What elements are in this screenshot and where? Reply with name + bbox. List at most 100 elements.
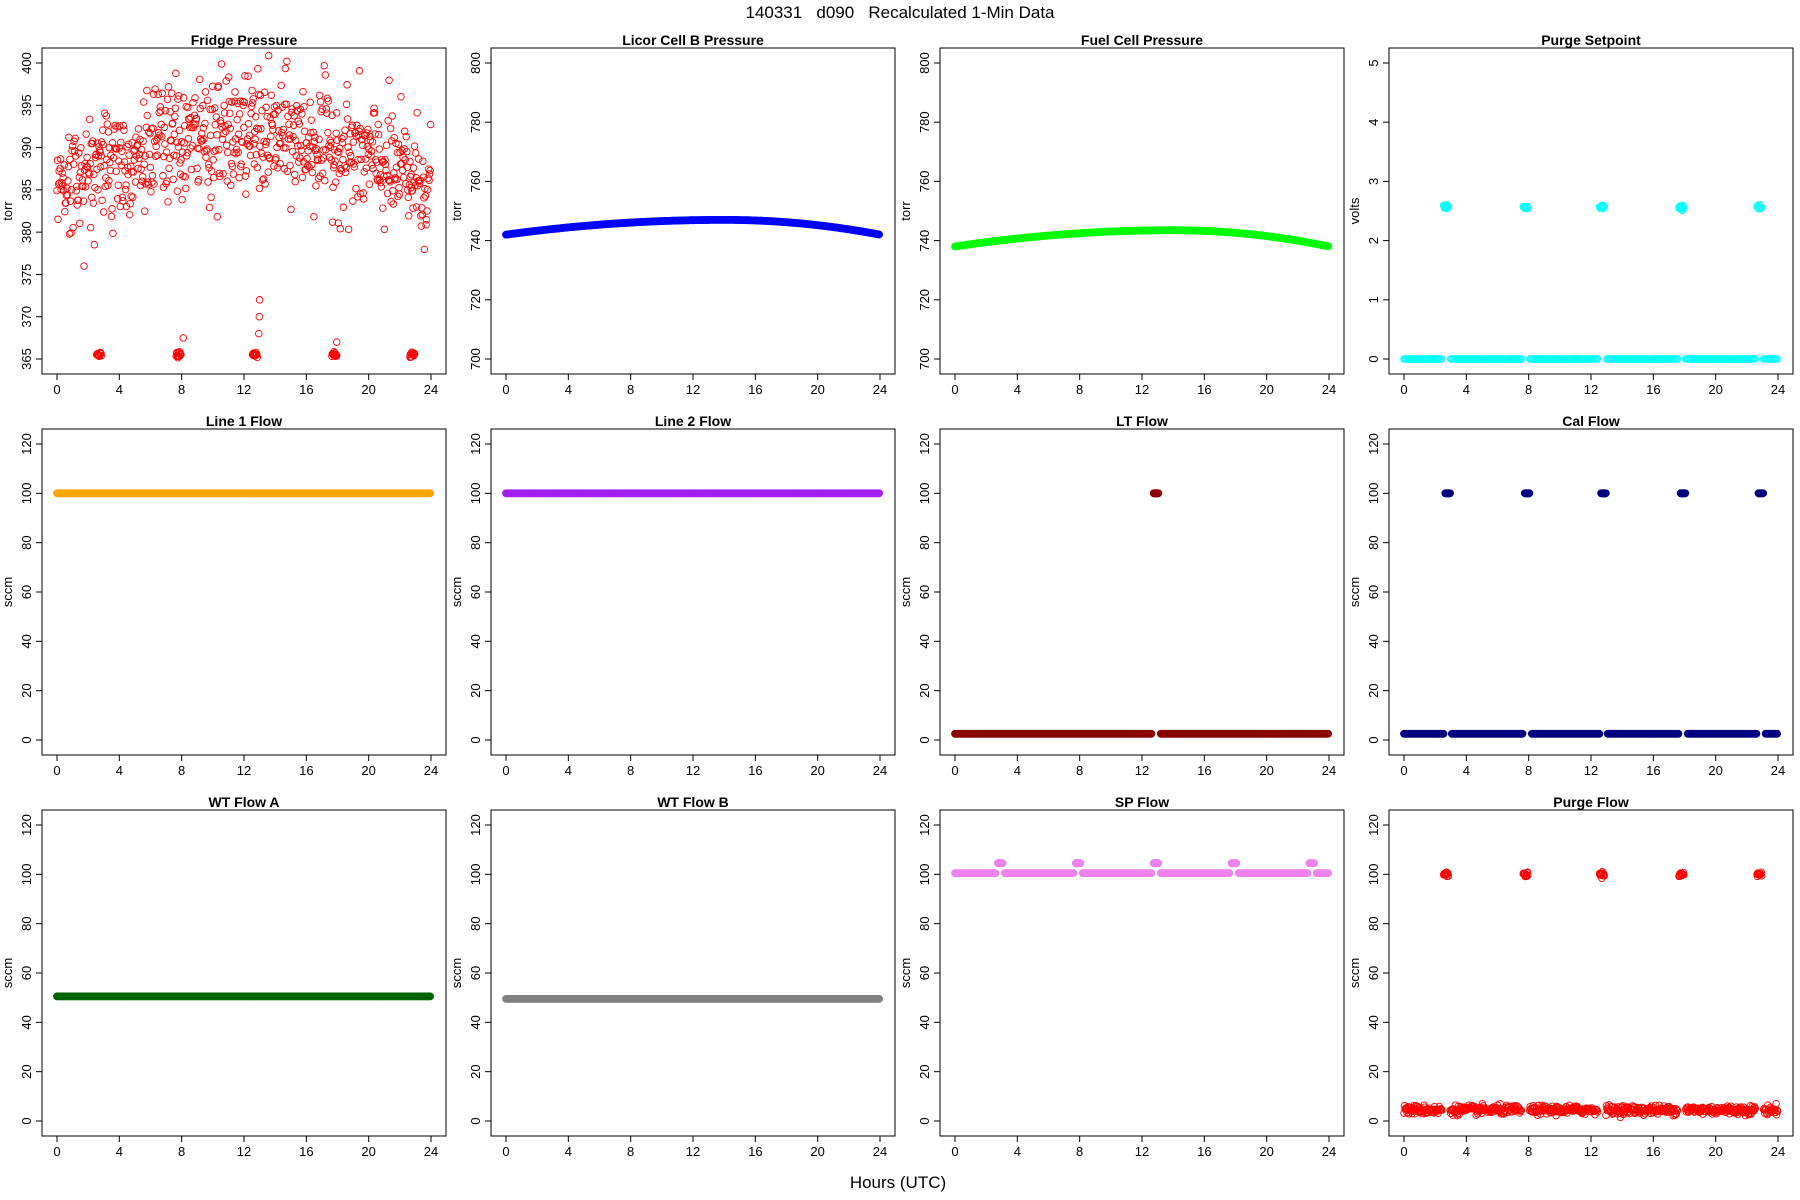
y-tick-label: 700 [917,348,932,370]
data-point [321,176,329,185]
data-point [287,205,295,214]
data-point [422,220,430,229]
data-point [204,160,213,169]
panel-title: Purge Setpoint [1541,32,1641,48]
y-tick-label: 720 [917,289,932,311]
data-point [386,178,394,186]
data-point [991,869,1000,877]
y-axis-label: volts [1347,197,1362,224]
data-point [1524,204,1532,212]
data-point [377,178,385,187]
panel-frame [490,428,896,756]
y-tick-label: 40 [468,634,483,648]
x-tick-label: 12 [1584,1144,1598,1159]
data-point [177,351,185,359]
data-point [248,99,257,107]
data-point [1439,729,1448,738]
data-point [409,204,417,212]
data-point [341,126,349,134]
data-point [175,92,183,100]
y-tick-label: 1 [1366,296,1381,303]
data-point [208,82,217,91]
data-point [345,148,353,156]
x-tick-label: 12 [686,1144,700,1159]
data-point [75,149,83,157]
data-point [1324,242,1332,251]
x-tick-label: 24 [424,763,438,778]
data-point [375,145,384,153]
data-point [203,145,211,153]
y-tick-label: 100 [19,863,34,885]
panel-frame [939,428,1345,756]
panel-title: WT Flow A [208,794,279,810]
data-point [291,136,300,145]
data-point [69,160,78,168]
data-point [219,129,228,138]
data-point [53,186,61,195]
panel-frame [490,47,896,375]
data-point [1757,203,1766,212]
data-point [94,185,102,194]
y-tick-label: 80 [19,535,34,549]
x-tick-label: 20 [361,1144,375,1159]
panel-title: Purge Flow [1553,794,1629,810]
data-point [252,150,261,159]
data-point [150,180,158,188]
data-point [191,94,199,102]
x-tick-label: 24 [1322,382,1336,397]
y-tick-label: 0 [468,1117,483,1124]
data-point [315,135,323,144]
data-point [410,142,419,150]
data-point [219,170,227,178]
data-point [162,148,171,156]
data-point [283,57,291,66]
data-point [65,230,74,238]
data-point [411,149,420,157]
data-point [67,186,76,194]
data-point [417,222,426,230]
data-point [391,174,400,182]
data-point [423,207,431,215]
data-point [156,103,165,111]
y-tick-label: 60 [1366,585,1381,599]
data-point [289,132,297,141]
data-point [1303,869,1312,877]
data-point [175,349,183,357]
data-point [100,161,108,170]
data-point [109,229,117,238]
data-point [138,173,147,181]
data-point [215,145,223,154]
data-point [327,138,335,147]
data-point [291,177,299,186]
data-point [325,153,334,162]
data-point [388,187,397,195]
data-point [201,119,209,128]
x-tick-label: 16 [748,382,762,397]
data-point [255,312,264,321]
data-point [292,152,300,160]
y-tick-label: 100 [468,863,483,885]
y-tick-label: 40 [19,1015,34,1029]
data-point [397,92,405,101]
data-point [388,112,396,120]
data-point [129,193,137,201]
data-point [1773,355,1781,363]
data-point [421,192,430,200]
y-tick-label: 60 [19,585,34,599]
data-point [419,157,427,166]
data-point [212,146,220,154]
data-point [324,128,332,137]
data-point [238,138,247,146]
figure-title: 140331 d090 Recalculated 1-Min Data [745,3,1055,22]
data-point [349,197,357,205]
y-tick-label: 40 [1366,1015,1381,1029]
data-point [157,107,165,115]
x-tick-label: 24 [1771,1144,1785,1159]
series-points [951,489,1332,738]
data-point [232,149,240,158]
data-point [86,159,94,168]
